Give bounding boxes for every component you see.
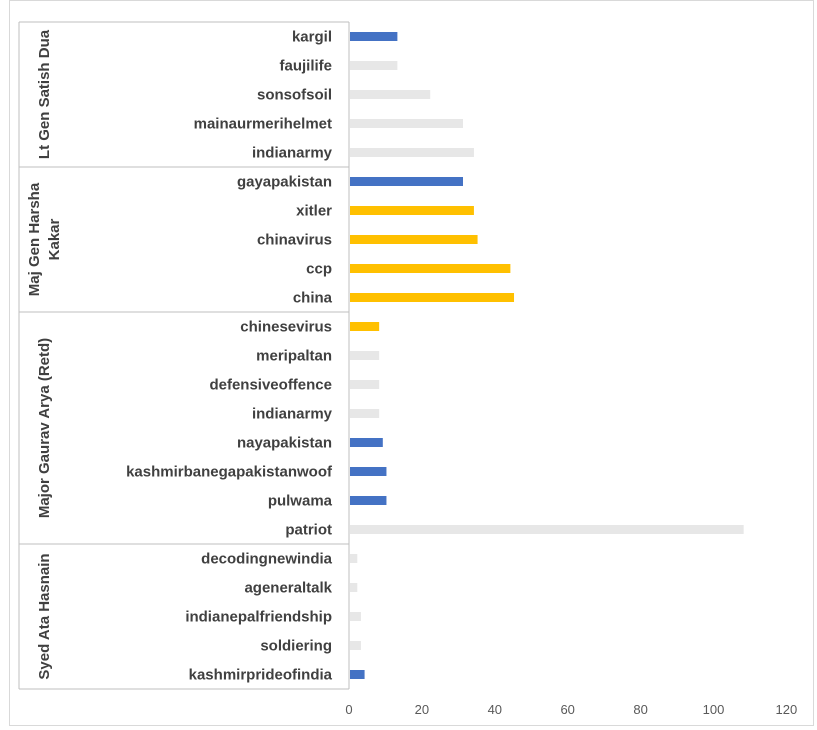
category-label: meripaltan (256, 348, 332, 365)
bar (350, 641, 361, 650)
x-tick-label: 100 (703, 702, 725, 717)
category-label: pulwama (268, 493, 333, 510)
category-label: xitler (296, 203, 332, 220)
bar (350, 670, 365, 679)
category-label: mainaurmerihelmet (194, 116, 332, 133)
x-tick-label: 0 (345, 702, 352, 717)
category-label: defensiveoffence (209, 377, 332, 394)
category-label: ccp (306, 261, 332, 278)
category-label: decodingnewindia (201, 551, 332, 568)
category-label: faujilife (279, 58, 332, 75)
x-tick-label: 60 (560, 702, 574, 717)
bar (350, 583, 358, 592)
group-label-line: Maj Gen Harsha (26, 182, 43, 296)
category-label: kashmirprideofindia (189, 667, 333, 684)
group-label: Maj Gen Harsha Kakar (26, 182, 63, 296)
bar (350, 235, 478, 244)
category-label: nayapakistan (237, 435, 332, 452)
bar (350, 380, 380, 389)
bar (350, 293, 515, 302)
bar (350, 351, 380, 360)
bar (350, 525, 744, 534)
bar (350, 554, 358, 563)
category-label: ageneraltalk (244, 580, 332, 597)
bar (350, 90, 431, 99)
bar (350, 612, 361, 621)
group-label-line: Major Gaurav Arya (Retd) (36, 338, 53, 518)
x-tick-label: 40 (488, 702, 502, 717)
category-label: chinavirus (257, 232, 332, 249)
x-tick-label: 120 (776, 702, 798, 717)
category-label: gayapakistan (237, 174, 332, 191)
group-label: Major Gaurav Arya (Retd) (36, 338, 53, 518)
bar (350, 119, 463, 128)
category-label: sonsofsoil (257, 87, 332, 104)
bar (350, 148, 474, 157)
bar (350, 409, 380, 418)
category-label: indianarmy (252, 145, 333, 162)
category-label: kashmirbanegapakistanwoof (126, 464, 333, 481)
x-tick-label: 20 (415, 702, 429, 717)
x-tick-label: 80 (633, 702, 647, 717)
category-label: patriot (285, 522, 332, 539)
category-label: china (293, 290, 333, 307)
bar (350, 264, 511, 273)
bar (350, 322, 380, 331)
group-label-line: Kakar (46, 218, 63, 260)
category-label: soldiering (260, 638, 332, 655)
bar (350, 206, 474, 215)
group-label-line: Lt Gen Satish Dua (36, 29, 53, 159)
bar (350, 496, 387, 505)
bar (350, 177, 463, 186)
bar (350, 438, 383, 447)
category-label: kargil (292, 29, 332, 46)
group-label-line: Syed Ata Hasnain (36, 553, 53, 679)
bar (350, 467, 387, 476)
category-label: indianepalfriendship (185, 609, 332, 626)
category-label: chinesevirus (240, 319, 332, 336)
group-label: Lt Gen Satish Dua (36, 29, 53, 159)
bar (350, 32, 398, 41)
group-label: Syed Ata Hasnain (36, 553, 53, 679)
bar (350, 61, 398, 70)
category-label: indianarmy (252, 406, 333, 423)
